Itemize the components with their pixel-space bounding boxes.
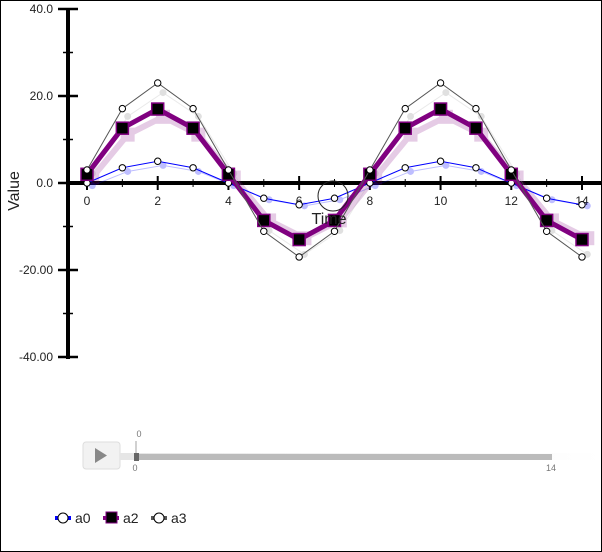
data-point-a3 bbox=[472, 104, 480, 113]
play-icon bbox=[95, 448, 107, 463]
data-point-a0 bbox=[472, 164, 480, 172]
data-point-a0 bbox=[542, 194, 551, 202]
ghost-line-a3 bbox=[91, 91, 588, 255]
y-tick-label: -20.00 bbox=[19, 263, 53, 277]
time-slider[interactable]: 0 0 14 bbox=[82, 429, 600, 473]
data-point-a0 bbox=[436, 157, 445, 165]
legend-item-a0[interactable]: a0 bbox=[55, 510, 91, 526]
data-point-a0 bbox=[118, 164, 127, 172]
data-point-a2 bbox=[150, 102, 165, 116]
x-tick-label: 6 bbox=[296, 194, 303, 208]
data-point-a3 bbox=[436, 79, 445, 87]
slider-max-label: 14 bbox=[546, 463, 556, 473]
y-axis-title: Value bbox=[6, 171, 23, 211]
data-point-a2 bbox=[433, 102, 448, 116]
y-tick-label: 40.0 bbox=[30, 2, 54, 16]
x-tick-label: 12 bbox=[505, 194, 519, 208]
x-axis-title: Time bbox=[312, 211, 347, 228]
data-point-a0 bbox=[260, 194, 268, 202]
x-tick-label: 10 bbox=[434, 194, 448, 208]
ghost-marker bbox=[159, 89, 167, 97]
data-point-a3 bbox=[542, 227, 551, 235]
data-point-a0 bbox=[189, 164, 197, 172]
data-point-a0 bbox=[578, 201, 586, 209]
ghost-series-a3 bbox=[88, 89, 591, 258]
x-tick-label: 8 bbox=[367, 194, 374, 208]
series-a2 bbox=[80, 102, 589, 247]
x-tick-label: 4 bbox=[225, 194, 232, 208]
data-point-a3 bbox=[260, 227, 268, 235]
data-point-a3 bbox=[507, 166, 515, 174]
data-point-a2 bbox=[398, 121, 412, 135]
ghost-marker bbox=[159, 161, 167, 169]
data-point-a0 bbox=[401, 164, 409, 172]
data-point-a3 bbox=[154, 79, 162, 87]
data-point-a3 bbox=[189, 104, 197, 113]
legend-item-a3[interactable]: a3 bbox=[151, 510, 187, 526]
y-tick-label: 20.0 bbox=[30, 89, 54, 103]
ghost-marker bbox=[407, 167, 415, 175]
slider-current-label: 0 bbox=[136, 429, 141, 439]
data-point-a3 bbox=[401, 104, 409, 113]
legend-item-a2[interactable]: a2 bbox=[103, 510, 139, 526]
x-tick-label: 0 bbox=[84, 194, 91, 208]
data-point-a2 bbox=[575, 232, 589, 247]
legend-label: a3 bbox=[171, 510, 187, 526]
data-point-a2 bbox=[186, 121, 200, 135]
data-point-a2 bbox=[292, 232, 306, 247]
slider-min-label: 0 bbox=[132, 463, 137, 473]
hover-cursor bbox=[317, 180, 349, 212]
plot-area bbox=[80, 79, 595, 261]
legend-circle-icon bbox=[57, 512, 69, 524]
ghost-marker bbox=[442, 161, 450, 169]
ghost-marker bbox=[124, 112, 132, 120]
ghost-marker bbox=[407, 112, 415, 120]
series-a3 bbox=[83, 79, 586, 261]
data-point-a3 bbox=[578, 253, 586, 261]
legend-label: a2 bbox=[123, 510, 139, 526]
data-point-a3 bbox=[83, 166, 91, 174]
data-point-a3 bbox=[118, 104, 127, 113]
legend: a0 a2 a3 bbox=[55, 510, 187, 526]
legend-circle-icon bbox=[153, 512, 165, 524]
data-point-a0 bbox=[154, 157, 162, 165]
data-point-a3 bbox=[366, 166, 374, 174]
ghost-marker bbox=[442, 89, 450, 97]
data-point-a2 bbox=[469, 121, 483, 135]
y-tick-label: 0.0 bbox=[36, 176, 53, 190]
slider-track[interactable] bbox=[134, 454, 552, 460]
data-point-a3 bbox=[224, 166, 233, 174]
data-point-a0 bbox=[295, 201, 303, 209]
y-tick-label: -40.00 bbox=[19, 350, 53, 364]
data-point-a3 bbox=[295, 253, 303, 261]
data-point-a2 bbox=[115, 121, 130, 135]
slider-handle[interactable] bbox=[134, 453, 139, 461]
ghost-marker bbox=[124, 167, 132, 175]
data-point-a0 bbox=[330, 194, 339, 202]
x-tick-label: 2 bbox=[154, 194, 161, 208]
series-a0 bbox=[83, 157, 586, 209]
legend-label: a0 bbox=[75, 510, 91, 526]
data-point-a3 bbox=[330, 227, 339, 235]
legend-square-icon bbox=[105, 511, 118, 524]
